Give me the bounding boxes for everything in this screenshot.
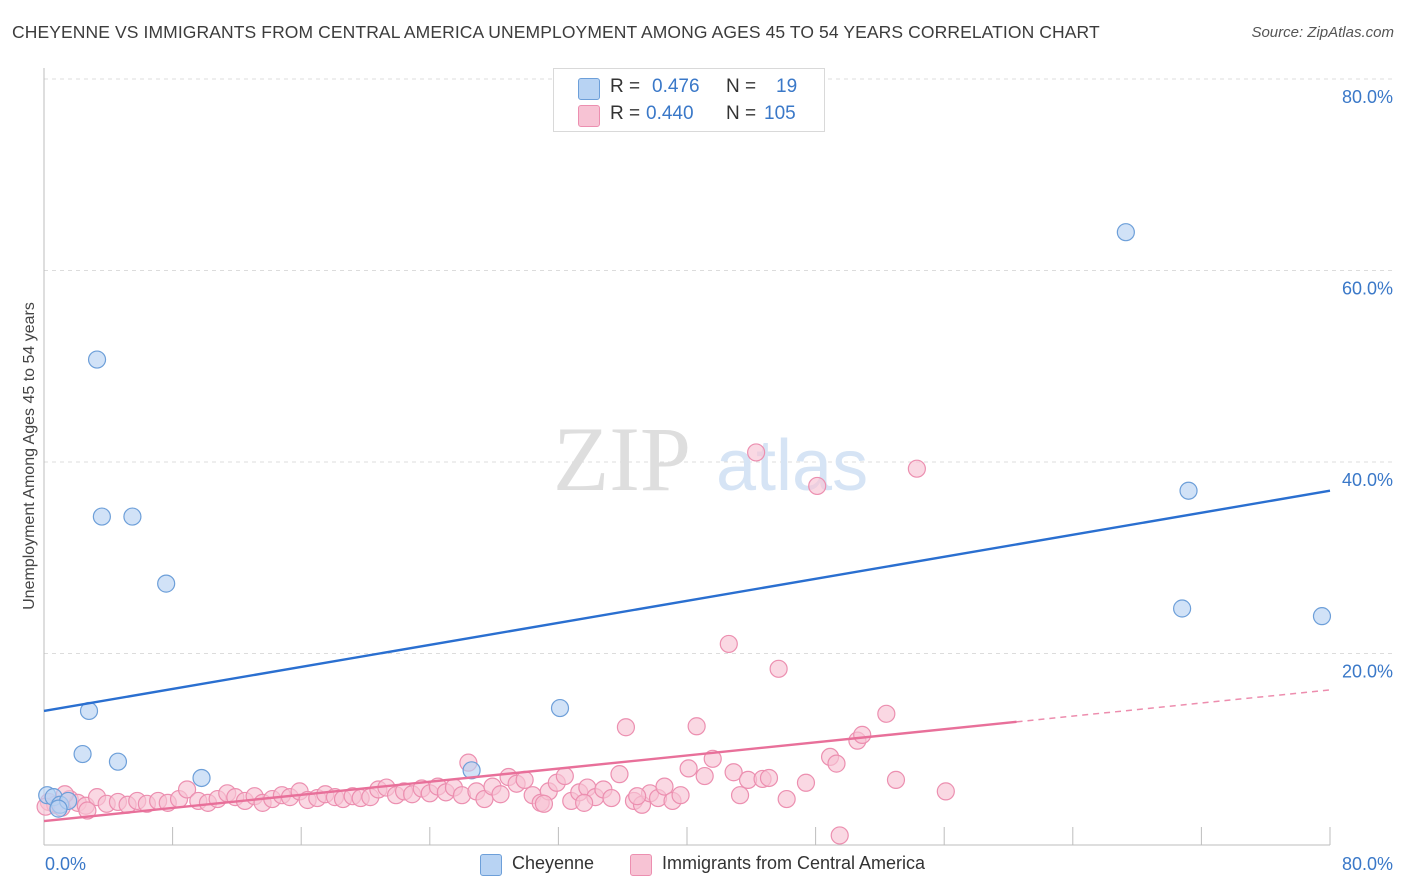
cheyenne-point: [192, 768, 211, 788]
immigrants-point: [679, 759, 698, 778]
immigrants-point: [747, 443, 766, 462]
immigrants-point: [886, 770, 906, 789]
legend-n-label: N =: [726, 76, 757, 97]
cheyenne-point: [92, 507, 111, 526]
immigrants-point: [515, 770, 534, 789]
cheyenne-point: [550, 698, 570, 718]
immigrants-point: [687, 717, 706, 736]
immigrants-point: [796, 773, 816, 792]
y-tick-label: 20.0%: [1342, 662, 1393, 682]
immigrants-point: [703, 749, 722, 768]
immigrants-point: [575, 793, 594, 812]
immigrants-point: [777, 789, 796, 809]
bottom-legend-label-immigrants: Immigrants from Central America: [662, 853, 926, 873]
cheyenne-point: [87, 350, 107, 369]
cheyenne-point: [157, 574, 176, 593]
legend-n-label: N =: [726, 103, 757, 124]
immigrants-point: [628, 787, 647, 806]
bottom-legend-label-cheyenne: Cheyenne: [512, 853, 595, 873]
immigrants-point: [730, 786, 750, 805]
chart-title: CHEYENNE VS IMMIGRANTS FROM CENTRAL AMER…: [12, 22, 1100, 42]
chart-source: Source: ZipAtlas.com: [1251, 24, 1394, 41]
immigrants-point: [78, 801, 97, 820]
cheyenne-point: [123, 507, 142, 526]
legend-n-value: 105: [764, 103, 796, 124]
cheyenne-trend-line: [43, 489, 1331, 713]
cheyenne-point: [108, 752, 128, 771]
immigrants-point: [655, 777, 674, 796]
immigrants-point: [759, 768, 779, 788]
immigrants-point: [877, 704, 896, 723]
y-tick-label: 80.0%: [1342, 87, 1393, 107]
immigrants-trend-extension: [1016, 689, 1331, 723]
immigrants-point: [671, 786, 690, 805]
cheyenne-point: [1116, 223, 1135, 242]
watermark-zip: ZIP: [553, 408, 691, 510]
data-points: [36, 223, 1332, 845]
legend-n-value: 19: [776, 76, 798, 97]
bottom-legend-swatch-cheyenne: [480, 854, 502, 876]
watermark-atlas: atlas: [716, 426, 868, 506]
immigrants-point: [830, 826, 849, 845]
x-tick-label: 80.0%: [1342, 854, 1393, 874]
tick-labels: 20.0% 40.0% 60.0% 80.0% 0.0% 80.0%: [45, 87, 1393, 874]
x-tick-label: 0.0%: [45, 854, 86, 874]
legend-r-label: R =: [610, 103, 641, 124]
immigrants-point: [724, 763, 743, 782]
correlation-legend: R = 0.476 N = 19 R = 0.440 N = 105: [553, 68, 825, 132]
bottom-legend-swatch-immigrants: [630, 854, 652, 876]
immigrants-point: [177, 780, 197, 799]
immigrants-trend-line: [43, 720, 1017, 823]
immigrants-point: [907, 459, 926, 478]
axes: [43, 68, 1331, 846]
cheyenne-point: [73, 744, 92, 764]
immigrants-point: [827, 754, 846, 773]
immigrants-point: [719, 634, 738, 654]
cheyenne-point: [49, 799, 68, 818]
immigrants-point: [602, 788, 621, 808]
immigrants-point: [936, 782, 955, 801]
immigrants-point: [555, 766, 574, 786]
immigrants-point: [808, 476, 827, 496]
cheyenne-point: [1312, 607, 1332, 626]
grid-lines: [44, 78, 1392, 654]
immigrants-point: [534, 794, 554, 813]
immigrants-point: [769, 659, 788, 678]
cheyenne-point: [1173, 599, 1192, 618]
immigrants-point: [491, 785, 510, 804]
cheyenne-point: [1179, 481, 1198, 500]
legend-swatch-immigrants: [578, 105, 600, 127]
trend-lines: [43, 489, 1331, 823]
immigrants-point: [616, 718, 636, 737]
legend-swatch-cheyenne: [578, 78, 600, 100]
y-axis-label: Unemployment Among Ages 45 to 54 years: [21, 302, 38, 610]
y-tick-label: 40.0%: [1342, 470, 1393, 490]
legend-r-label: R =: [610, 76, 641, 97]
cheyenne-point: [462, 761, 481, 780]
legend-r-value: 0.476: [652, 76, 700, 97]
immigrants-point: [695, 766, 714, 786]
legend-r-value: 0.440: [646, 103, 694, 124]
immigrants-point: [610, 765, 629, 784]
immigrants-point: [853, 725, 872, 744]
y-tick-label: 60.0%: [1342, 279, 1393, 299]
